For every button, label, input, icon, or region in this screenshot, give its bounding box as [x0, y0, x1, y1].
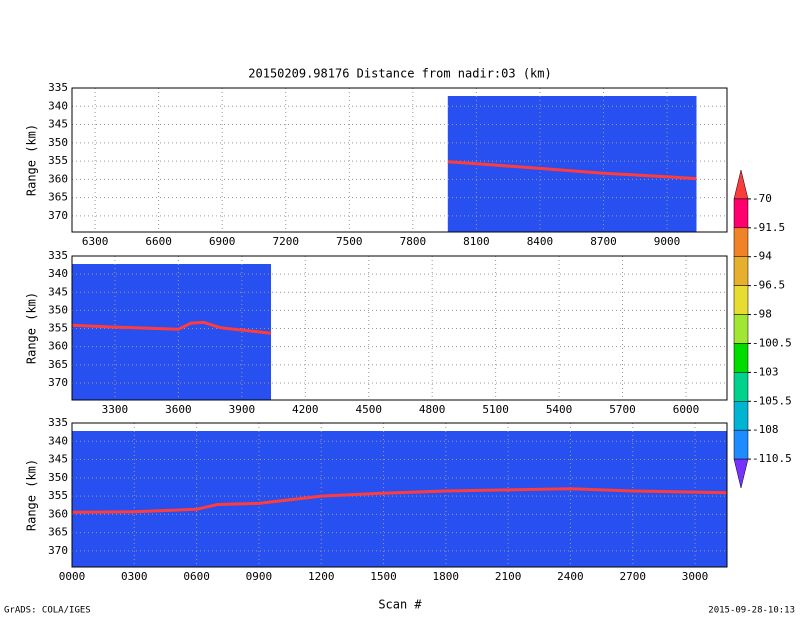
y-tick-label: 345	[48, 118, 68, 131]
surface-line	[447, 160, 697, 181]
chart-title: 20150209.98176 Distance from nadir:03 (k…	[248, 67, 551, 81]
y-tick-label: 370	[48, 209, 68, 222]
y-axis-label: Range (km)	[25, 124, 39, 196]
y-tick-label: 365	[48, 358, 68, 371]
x-tick-label: 0600	[183, 570, 210, 583]
y-tick-label: 335	[48, 416, 68, 429]
plot-frame	[71, 422, 728, 568]
x-tick-label: 7800	[400, 235, 427, 248]
x-tick-label: 6600	[145, 235, 172, 248]
x-tick-label: 0000	[59, 570, 86, 583]
x-tick-label: 3300	[102, 403, 129, 416]
data-background	[72, 264, 272, 400]
y-tick-label: 335	[48, 81, 68, 94]
x-tick-label: 2700	[619, 570, 646, 583]
x-tick-label: 0900	[246, 570, 273, 583]
y-tick-label: 340	[48, 267, 68, 280]
y-tick-label: 360	[48, 172, 68, 185]
x-tick-label: 6900	[209, 235, 236, 248]
x-tick-label: 3900	[229, 403, 256, 416]
colorbar-segment	[733, 285, 749, 315]
y-tick-label: 360	[48, 340, 68, 353]
colorbar-label: -96.5	[752, 279, 785, 292]
y-tick-label: 345	[48, 453, 68, 466]
x-tick-label: 1200	[308, 570, 335, 583]
footer-left: GrADS: COLA/IGES	[4, 606, 91, 616]
y-tick-label: 350	[48, 136, 68, 149]
x-tick-label: 7200	[272, 235, 299, 248]
x-tick-label: 4800	[419, 403, 446, 416]
y-tick-label: 365	[48, 191, 68, 204]
x-tick-label: 2400	[557, 570, 584, 583]
y-tick-label: 370	[48, 544, 68, 557]
x-tick-label: 0300	[121, 570, 148, 583]
colorbar-segment	[733, 343, 749, 373]
y-axis-label: Range (km)	[25, 459, 39, 531]
x-tick-label: 6300	[82, 235, 109, 248]
colorbar-label: -105.5	[752, 394, 792, 407]
y-tick-label: 370	[48, 376, 68, 389]
x-tick-label: 8100	[463, 235, 490, 248]
x-tick-label: 9000	[654, 235, 681, 248]
colorbar-segment	[733, 227, 749, 257]
colorbar-label: -103	[752, 365, 779, 378]
y-tick-label: 350	[48, 471, 68, 484]
y-axis-label: Range (km)	[25, 292, 39, 364]
colorbar-segment	[733, 401, 749, 431]
x-tick-label: 8700	[590, 235, 617, 248]
x-tick-label: 5100	[482, 403, 509, 416]
y-tick-label: 360	[48, 507, 68, 520]
plot-frame	[71, 87, 728, 233]
y-tick-label: 345	[48, 285, 68, 298]
colorbar-segment	[733, 372, 749, 402]
colorbar-segment	[733, 314, 749, 344]
colorbar-segment	[733, 256, 749, 286]
colorbar-label: -110.5	[752, 452, 792, 465]
x-tick-label: 1500	[370, 570, 397, 583]
x-tick-label: 1800	[433, 570, 460, 583]
x-tick-label: 5700	[609, 403, 636, 416]
x-tick-label: 6000	[673, 403, 700, 416]
x-tick-label: 5400	[546, 403, 573, 416]
x-tick-label: 2100	[495, 570, 522, 583]
y-tick-label: 340	[48, 99, 68, 112]
data-background	[72, 431, 727, 567]
colorbar-label: -70	[752, 192, 772, 205]
y-tick-label: 355	[48, 154, 68, 167]
colorbar-cap	[733, 458, 749, 489]
x-tick-label: 4500	[355, 403, 382, 416]
y-tick-label: 355	[48, 489, 68, 502]
colorbar-segment	[733, 198, 749, 229]
x-tick-label: 3600	[165, 403, 192, 416]
x-tick-label: 8400	[527, 235, 554, 248]
y-tick-label: 340	[48, 434, 68, 447]
colorbar-cap	[733, 169, 749, 200]
y-tick-label: 335	[48, 249, 68, 262]
colorbar-label: -98	[752, 308, 772, 321]
colorbar-label: -91.5	[752, 221, 785, 234]
x-tick-label: 4200	[292, 403, 319, 416]
x-tick-label: 7500	[336, 235, 363, 248]
colorbar-label: -100.5	[752, 336, 792, 349]
x-tick-label: 3000	[682, 570, 709, 583]
y-tick-label: 365	[48, 526, 68, 539]
surface-line	[72, 320, 272, 335]
plot-frame	[71, 255, 728, 401]
x-axis-label: Scan #	[378, 598, 422, 612]
colorbar-label: -108	[752, 423, 779, 436]
colorbar-label: -94	[752, 250, 772, 263]
y-tick-label: 355	[48, 322, 68, 335]
y-tick-label: 350	[48, 303, 68, 316]
footer-right: 2015-09-28-10:13	[708, 606, 795, 616]
surface-line	[72, 487, 727, 514]
colorbar-segment	[733, 429, 749, 460]
